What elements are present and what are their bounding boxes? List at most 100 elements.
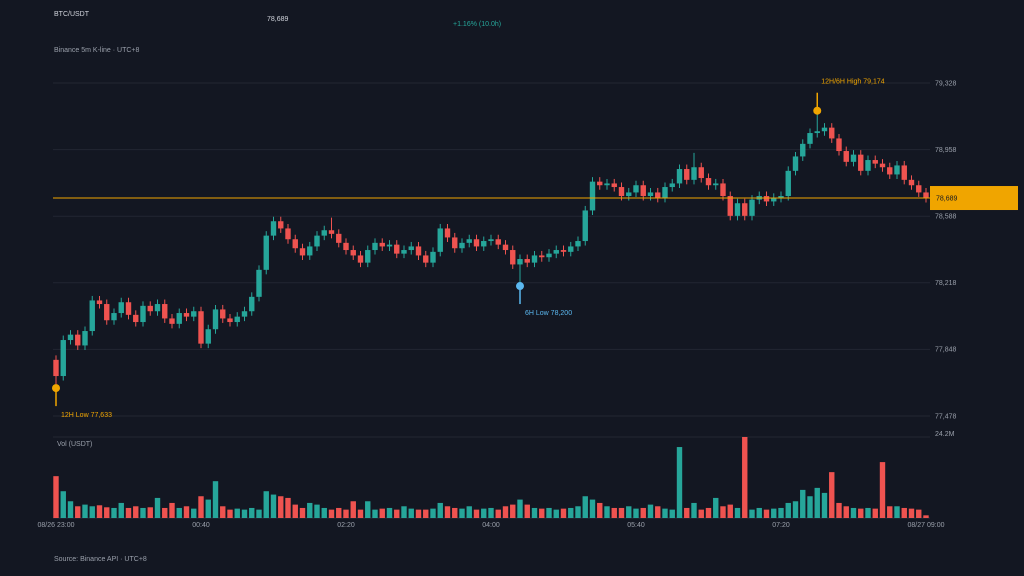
volume-bar bbox=[394, 509, 400, 518]
candle-body bbox=[749, 199, 755, 216]
candle-body bbox=[321, 230, 327, 236]
candle-body bbox=[647, 192, 654, 197]
y-tick-label: 78,588 bbox=[935, 214, 957, 221]
candle-body bbox=[633, 185, 639, 193]
volume-bar bbox=[481, 508, 487, 518]
volume-bar bbox=[524, 504, 530, 518]
volume-bar bbox=[713, 497, 719, 518]
volume-bar bbox=[647, 504, 654, 518]
candle-body bbox=[807, 133, 813, 144]
candle-body bbox=[597, 181, 603, 186]
candle-body bbox=[916, 185, 922, 193]
candle-body bbox=[887, 167, 893, 175]
candle-body bbox=[720, 183, 726, 197]
volume-bar bbox=[176, 507, 182, 518]
candle-body bbox=[517, 259, 523, 265]
candle-body bbox=[676, 169, 683, 184]
volume-bar bbox=[901, 507, 907, 518]
volume-bar bbox=[684, 507, 690, 518]
volume-bar bbox=[104, 507, 110, 518]
candle-body bbox=[858, 154, 864, 171]
volume-bar bbox=[894, 506, 900, 518]
volume-bar bbox=[640, 507, 646, 518]
volume-bar bbox=[415, 509, 422, 518]
volume-bar bbox=[792, 501, 799, 518]
candle-body bbox=[734, 203, 741, 216]
volume-bar bbox=[916, 509, 922, 518]
volume-bar bbox=[488, 507, 494, 518]
candle-body bbox=[684, 169, 690, 180]
volume-bar bbox=[800, 489, 806, 518]
volume-bar bbox=[734, 507, 741, 518]
candle-body bbox=[372, 242, 378, 251]
candle-body bbox=[524, 259, 530, 263]
chart-title: BTC/USDT bbox=[54, 11, 90, 18]
candle-body bbox=[60, 340, 66, 377]
candle-body bbox=[241, 311, 248, 317]
volume-bar bbox=[633, 508, 639, 518]
volume-bar bbox=[140, 507, 146, 518]
candle-body bbox=[481, 241, 487, 247]
volume-bar bbox=[169, 502, 175, 518]
candle-body bbox=[771, 197, 777, 202]
volume-bar bbox=[843, 506, 849, 518]
volume-bar bbox=[618, 507, 625, 518]
volume-bar bbox=[321, 507, 327, 518]
volume-bar bbox=[278, 496, 284, 518]
candle-body bbox=[923, 192, 929, 199]
candle-body bbox=[821, 127, 828, 132]
volume-bar bbox=[220, 506, 226, 518]
volume-bar bbox=[720, 506, 726, 518]
candle-body bbox=[285, 228, 291, 240]
volume-bar bbox=[249, 507, 255, 518]
candle-body bbox=[872, 160, 878, 164]
volume-bar bbox=[836, 502, 842, 518]
volume-bar bbox=[604, 506, 610, 518]
candle-body bbox=[408, 246, 414, 251]
candle-body bbox=[191, 311, 197, 317]
source: Source: Binance API · UTC+8 bbox=[54, 556, 147, 563]
candle-body bbox=[82, 331, 88, 346]
volume-bar bbox=[357, 509, 364, 518]
volume-bar bbox=[872, 508, 878, 518]
candle-body bbox=[698, 167, 704, 179]
candle-body bbox=[546, 253, 552, 258]
volume-bar bbox=[430, 508, 436, 518]
volume-bar bbox=[336, 507, 342, 518]
candle-body bbox=[89, 300, 95, 332]
annotation-label: 12H Low 77,633 bbox=[61, 412, 112, 419]
candle-body bbox=[198, 311, 204, 344]
candle-body bbox=[495, 239, 501, 245]
volume-bar bbox=[698, 509, 704, 518]
candle-body bbox=[350, 250, 356, 256]
volume-bar bbox=[183, 506, 190, 518]
candle-body bbox=[611, 183, 617, 188]
volume-bar bbox=[575, 506, 581, 518]
x-tick-label: 08/26 23:00 bbox=[38, 522, 75, 529]
x-tick-label: 07:20 bbox=[772, 522, 790, 529]
candle-body bbox=[183, 313, 190, 317]
volume-bar bbox=[379, 508, 385, 518]
candle-body bbox=[270, 221, 277, 236]
volume-bar bbox=[133, 506, 139, 518]
volume-label: Vol (USDT) bbox=[57, 441, 92, 448]
candle-body bbox=[343, 242, 349, 251]
volume-bar bbox=[829, 472, 835, 518]
candle-body bbox=[800, 143, 806, 157]
volume-bar bbox=[372, 509, 378, 518]
volume-bar bbox=[865, 507, 871, 518]
volume-bar bbox=[553, 509, 559, 518]
candle-body bbox=[220, 309, 226, 319]
candle-body bbox=[473, 239, 480, 247]
volume-bar bbox=[256, 509, 262, 518]
volume-bar bbox=[560, 508, 567, 518]
volume-bar bbox=[270, 494, 277, 518]
volume-bar bbox=[879, 462, 886, 518]
volume-bar bbox=[850, 507, 857, 518]
volume-bar bbox=[727, 504, 733, 518]
volume-bar bbox=[691, 502, 697, 518]
volume-bar bbox=[705, 507, 712, 518]
candle-body bbox=[814, 131, 820, 134]
candle-body bbox=[626, 192, 632, 197]
volume-bar bbox=[307, 502, 313, 518]
